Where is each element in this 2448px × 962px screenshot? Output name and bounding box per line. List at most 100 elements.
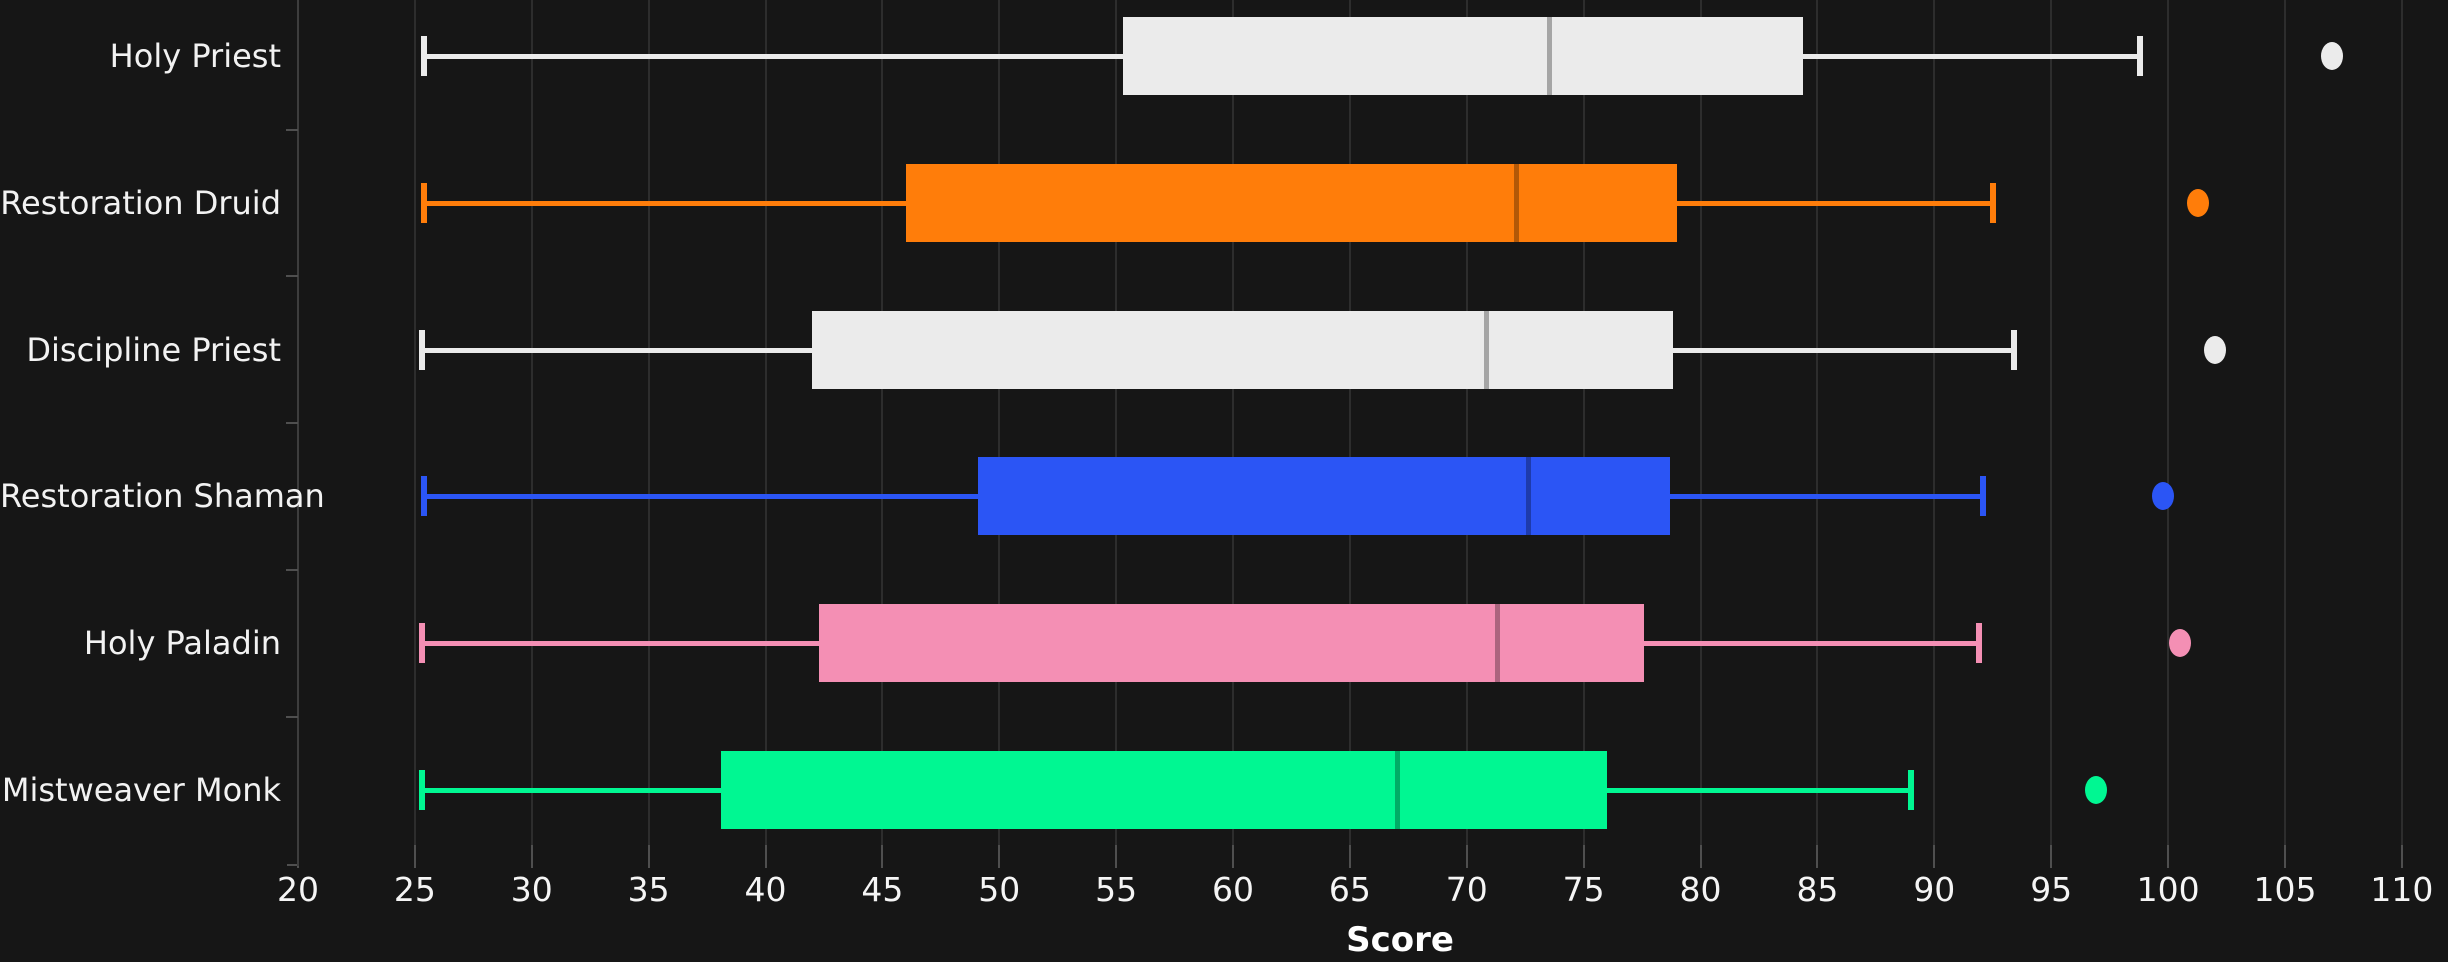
whisker-line-low [421,641,820,647]
x-tick-label: 100 [2136,870,2200,909]
x-tick-label: 85 [1796,870,1839,909]
whisker-line-low [424,54,1124,60]
x-tick-label: 75 [1562,870,1605,909]
whisker-cap-low [418,623,425,664]
x-tick-label: 40 [744,870,787,909]
x-gridline [1232,0,1235,845]
x-tick-label: 45 [861,870,904,909]
box [978,457,1671,536]
x-tick-label: 25 [393,870,436,909]
whisker-cap-low [421,476,428,517]
x-tick-mark [2400,845,2403,868]
outlier-dot [2084,775,2107,804]
x-tick-mark [2050,845,2053,868]
x-gridline [413,0,416,845]
x-tick-label: 110 [2370,870,2434,909]
x-tick-mark [413,845,416,868]
whisker-line-low [424,494,979,500]
x-gridline [2400,0,2403,845]
x-tick-mark [764,845,767,868]
median-line [1483,310,1489,389]
x-tick-label: 95 [2030,870,2073,909]
whisker-cap-low [421,36,428,77]
x-gridline [1582,0,1585,845]
y-band-tick [286,275,298,278]
whisker-line-low [421,347,813,353]
outlier-dot [2320,42,2343,71]
x-gridline [1115,0,1118,845]
x-axis-title: Score [1346,920,1454,960]
x-gridline [530,0,533,845]
whisker-cap-high [2137,36,2144,77]
whisker-cap-high [1989,183,1996,224]
whisker-line-high [1607,787,1911,793]
median-line [1495,604,1501,683]
x-tick-mark [1816,845,1819,868]
x-tick-mark [647,845,650,868]
y-band-tick [286,128,298,131]
x-gridline [2167,0,2170,845]
median-line [1513,164,1519,243]
x-gridline [1933,0,1936,845]
y-axis-line [297,0,299,866]
outlier-dot [2168,629,2191,658]
whisker-cap-high [1980,476,1987,517]
box [1123,17,1804,96]
median-line [1546,17,1552,96]
outlier-dot [2203,335,2226,364]
x-tick-mark [2283,845,2286,868]
x-gridline [881,0,884,845]
x-gridline [2050,0,2053,845]
category-label: Restoration Shaman [0,477,325,516]
x-tick-label: 105 [2253,870,2317,909]
x-tick-mark [881,845,884,868]
x-gridline [1816,0,1819,845]
whisker-line-high [1670,494,1984,500]
x-gridline [2283,0,2286,845]
whisker-line-high [1672,347,2014,353]
whisker-line-high [1803,54,2141,60]
x-tick-mark [1115,845,1118,868]
median-line [1394,750,1400,829]
x-tick-mark [1582,845,1585,868]
y-band-tick [286,422,298,425]
x-gridline [998,0,1001,845]
x-tick-label: 55 [1095,870,1138,909]
x-tick-label: 60 [1212,870,1255,909]
x-tick-mark [1232,845,1235,868]
whisker-line-low [424,201,906,207]
whisker-cap-low [418,329,425,370]
y-band-tick [286,715,298,718]
x-gridline [647,0,650,845]
outlier-dot [2187,189,2210,218]
whisker-cap-high [2010,329,2017,370]
x-tick-label: 30 [510,870,553,909]
whisker-cap-low [421,183,428,224]
x-tick-mark [2167,845,2170,868]
x-tick-mark [530,845,533,868]
x-tick-mark [1933,845,1936,868]
x-tick-label: 80 [1679,870,1722,909]
x-gridline [764,0,767,845]
box [905,164,1678,243]
category-label: Mistweaver Monk [1,770,281,809]
x-tick-label: 70 [1445,870,1488,909]
outlier-dot [2152,482,2175,511]
whisker-line-high [1644,641,1979,647]
x-tick-mark [998,845,1001,868]
whisker-cap-low [418,769,425,810]
y-axis-end-tick [287,864,297,866]
x-tick-mark [1348,845,1351,868]
box [819,604,1645,683]
category-label: Restoration Druid [0,184,281,223]
category-label: Holy Paladin [83,624,281,663]
whisker-cap-high [1975,623,1982,664]
x-tick-label: 35 [627,870,670,909]
x-tick-label: 65 [1328,870,1371,909]
box [721,750,1608,829]
x-tick-label: 50 [978,870,1021,909]
category-label: Discipline Priest [26,330,281,369]
box [812,310,1673,389]
x-tick-mark [1699,845,1702,868]
whisker-line-low [421,787,722,793]
